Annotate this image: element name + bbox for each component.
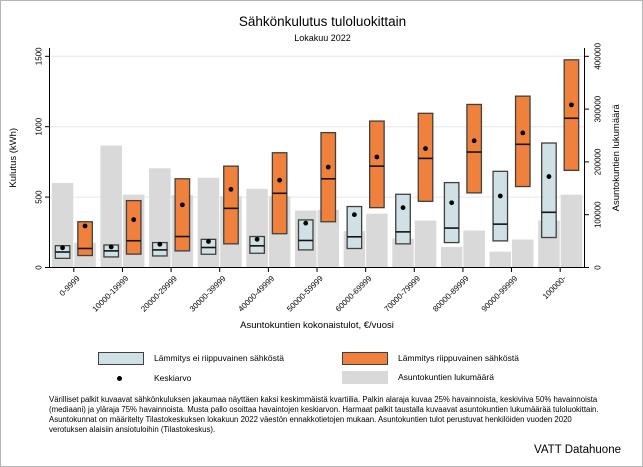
x-tick-label: 70000-79999 — [382, 274, 422, 314]
legend-swatch-electric — [342, 352, 388, 365]
box-electric — [77, 221, 93, 257]
source-label: VATT Datahuone — [534, 444, 621, 456]
box-nonelectric — [443, 181, 460, 244]
box-electric — [514, 95, 531, 188]
box-electric-mean-dot — [228, 186, 234, 192]
legend-swatch-count — [342, 371, 388, 384]
legend-mean-dot-icon — [117, 376, 122, 381]
y-axis-title-right: Asuntokuntien lukumäärä — [611, 103, 622, 211]
x-axis-title: Asuntokuntien kokonaistulot, €/vuosi — [240, 320, 394, 331]
count-bar-nonelectric — [489, 251, 512, 268]
count-bar-nonelectric — [100, 145, 122, 268]
box-electric — [223, 165, 239, 245]
box-nonelectric-mean-dot — [108, 244, 114, 250]
x-tick-label: 30000-39999 — [188, 274, 228, 314]
y-tick-label-right: 100000 — [594, 201, 603, 228]
box-nonelectric — [346, 205, 363, 250]
count-bar-nonelectric — [392, 238, 414, 268]
box-electric-mean-dot — [423, 146, 428, 151]
box-nonelectric-mean-dot — [400, 205, 406, 211]
box-electric-mean-dot — [277, 177, 283, 183]
box-electric-mean-dot — [520, 130, 526, 136]
box-nonelectric-mean-dot — [303, 220, 309, 226]
box-nonelectric-mean-dot — [351, 212, 357, 218]
box-electric — [563, 59, 580, 171]
x-tick-label: 90000-99999 — [480, 274, 520, 314]
count-bar-electric — [463, 230, 485, 268]
x-tick-label: 60000-69999 — [334, 274, 374, 314]
box-electric — [174, 178, 191, 252]
x-tick-label: 10000-19999 — [91, 274, 131, 314]
box-electric — [125, 199, 142, 255]
x-tick-label: 80000-89999 — [431, 274, 471, 314]
box-electric-mean-dot — [569, 102, 574, 108]
x-tick-label: 40000-49999 — [236, 274, 276, 314]
box-electric — [417, 112, 434, 202]
box-electric-mean-dot — [325, 164, 331, 170]
chart-title: Sähkönkulutus tuloluokittain — [238, 14, 407, 29]
y-tick-label-right: 0 — [594, 265, 603, 270]
y-axis-title-left: Kulutus (kWh) — [8, 128, 19, 188]
plot-area: 0 500 1000 1500 0 100000 200000 300000 400000 0-9… — [8, 42, 622, 331]
box-electric-mean-dot — [82, 223, 88, 229]
box-nonelectric-mean-dot — [60, 245, 65, 251]
box-electric — [466, 103, 483, 194]
legend-label-count: Asuntokuntien lukumäärä — [398, 372, 494, 382]
y-tick-label-right: 300000 — [594, 95, 603, 122]
box-nonelectric — [395, 193, 411, 245]
box-nonelectric — [297, 219, 314, 251]
x-tick-label: 20000-29999 — [139, 274, 179, 314]
legend-label-electric: Lämmitys riippuvainen sähköstä — [398, 353, 519, 363]
y-tick-label-right: 200000 — [594, 148, 603, 175]
count-bar-electric — [317, 209, 339, 268]
x-tick-label: 100000- — [541, 274, 568, 301]
y-tick-label-right: 400000 — [594, 42, 603, 69]
x-tick-label: 0-9999 — [58, 274, 82, 298]
chart-footnote: Värilliset palkit kuvaavat sähkönkulukse… — [49, 395, 599, 434]
box-nonelectric-mean-dot — [254, 236, 260, 242]
box-nonelectric-mean-dot — [546, 174, 552, 179]
count-bar-nonelectric — [440, 246, 463, 268]
chart-subtitle: Lokakuu 2022 — [294, 33, 351, 43]
box-nonelectric-mean-dot — [157, 241, 163, 247]
y-tick-label-left: 0 — [35, 265, 44, 270]
box-electric — [320, 131, 337, 223]
box-electric-mean-dot — [179, 202, 185, 208]
y-tick-label-left: 1000 — [35, 117, 44, 135]
box-nonelectric — [249, 235, 266, 254]
legend-label-mean: Keskiarvo — [154, 373, 192, 383]
count-bar-electric — [560, 194, 583, 268]
legend-swatch-nonelectric — [98, 352, 144, 365]
count-bar-nonelectric — [246, 188, 268, 268]
box-nonelectric-mean-dot — [206, 239, 211, 244]
count-bar-electric — [512, 239, 534, 268]
box-electric-mean-dot — [374, 154, 380, 160]
box-electric-mean-dot — [471, 138, 477, 144]
box-nonelectric — [492, 170, 509, 242]
x-tick-label: 50000-59999 — [285, 274, 325, 314]
box-nonelectric-mean-dot — [497, 193, 503, 199]
box-electric-mean-dot — [131, 217, 137, 223]
box-nonelectric — [541, 142, 557, 239]
box-nonelectric-mean-dot — [449, 200, 455, 206]
legend-label-nonelectric: Lämmitys ei riippuvainen sähköstä — [154, 353, 284, 363]
count-bar-electric — [366, 213, 388, 268]
y-tick-label-left: 1500 — [35, 47, 44, 65]
y-tick-label-left: 500 — [35, 190, 44, 204]
box-electric — [368, 120, 385, 209]
count-bar-electric — [414, 220, 437, 268]
